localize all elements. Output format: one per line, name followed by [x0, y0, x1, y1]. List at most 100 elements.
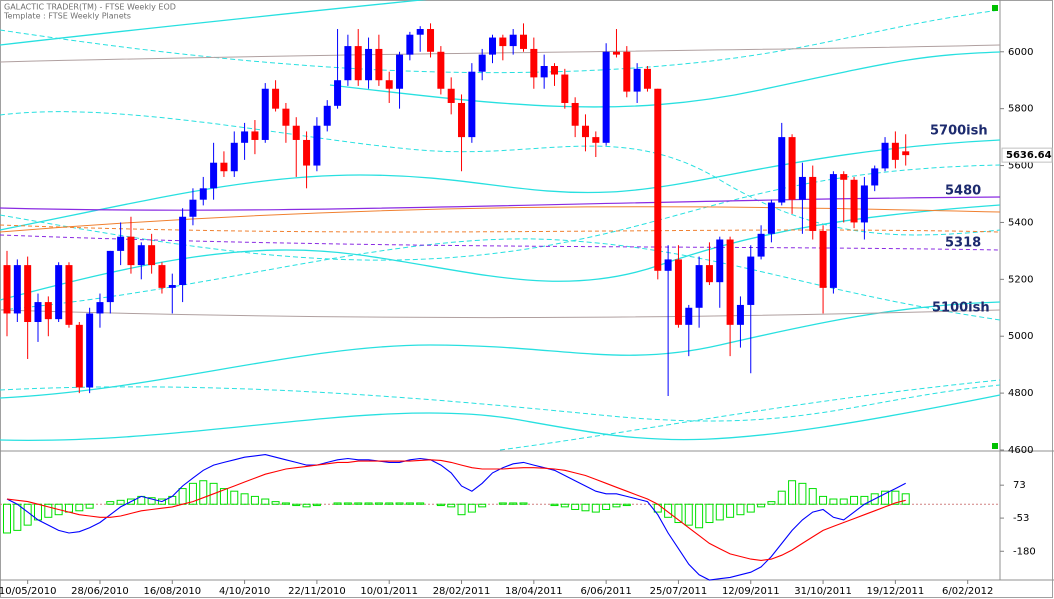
candle-body: [65, 265, 73, 325]
candle-body: [199, 188, 207, 200]
annotation: 5480: [945, 184, 981, 199]
candle-body: [829, 174, 837, 288]
candle-body: [530, 48, 538, 78]
candle-body: [747, 256, 755, 305]
candle-body: [3, 265, 11, 314]
candle-body: [623, 51, 631, 92]
histogram-bar: [416, 502, 425, 505]
candle-body: [695, 265, 703, 308]
candle-body: [643, 68, 651, 89]
histogram-bar: [3, 503, 11, 534]
histogram-bar: [767, 501, 776, 505]
histogram-bar: [106, 501, 115, 505]
x-tick-label: 28/06/2010: [71, 586, 129, 597]
annotation: 5318: [945, 236, 981, 251]
candle-body: [778, 137, 786, 203]
annotation: 5700ish: [930, 124, 988, 139]
candle-body: [106, 250, 114, 303]
histogram-bar: [777, 490, 786, 505]
histogram-bar: [519, 502, 528, 505]
x-tick-label: 12/09/2011: [722, 586, 780, 597]
annotation: 5100ish: [932, 301, 990, 316]
histogram-bar: [312, 503, 321, 507]
candle-body: [581, 125, 589, 138]
last-price-label: 5636.64: [1006, 150, 1052, 161]
candle-body: [86, 313, 94, 388]
histogram-bar: [405, 502, 414, 505]
oscillator-line: [6, 459, 906, 561]
cycle-line: [0, 394, 1001, 441]
histogram-bar: [333, 502, 342, 505]
histogram-bar: [395, 502, 404, 505]
marker: [992, 5, 998, 11]
histogram-bar: [850, 495, 859, 505]
y-tick-label: -53: [1013, 513, 1029, 524]
histogram-bar: [788, 480, 797, 505]
candle-body: [365, 48, 373, 81]
candle-body: [96, 302, 104, 314]
candle-body: [468, 71, 476, 138]
y-tick-label: 5800: [1008, 104, 1033, 115]
planet-lines: [0, 0, 1001, 451]
candle-body: [354, 46, 362, 81]
histogram-bar: [85, 503, 94, 509]
marker: [992, 443, 998, 449]
histogram-bar: [550, 503, 559, 507]
candle-body: [850, 179, 858, 223]
candle-body: [137, 245, 145, 266]
histogram-bar: [44, 503, 53, 518]
cycle-line: [0, 9, 1001, 74]
candle-body: [313, 125, 321, 166]
histogram-bar: [374, 502, 383, 505]
planet-line: [0, 309, 1001, 319]
histogram-bar: [467, 503, 476, 513]
x-tick-label: 25/07/2011: [650, 586, 708, 597]
histogram-bar: [498, 502, 507, 505]
candle-body: [602, 51, 610, 143]
histogram-bar: [746, 503, 755, 513]
y-tick-label: 4600: [1008, 445, 1033, 456]
candle-body: [891, 142, 899, 160]
y-tick-label: 5000: [1008, 331, 1033, 342]
candle-body: [406, 34, 414, 55]
planet-line: [0, 206, 1001, 233]
chart-subtitle: Template : FTSE Weekly Planets: [3, 12, 131, 21]
histogram-bar: [54, 503, 63, 516]
histogram-bar: [684, 503, 693, 526]
candle-body: [633, 68, 641, 92]
candle-body: [509, 34, 517, 47]
candle-body: [189, 199, 197, 217]
histogram-bar: [75, 503, 84, 512]
candle-body: [344, 46, 352, 81]
histogram-bar: [157, 498, 166, 505]
candle-body: [592, 137, 600, 143]
candle-body: [489, 37, 497, 55]
cycle-line: [0, 301, 1001, 399]
histogram-bar: [870, 493, 879, 505]
histogram-bar: [292, 503, 301, 507]
x-tick-label: 10/05/2010: [0, 586, 56, 597]
x-tick-label: 22/11/2010: [288, 586, 346, 597]
histogram-bar: [591, 503, 600, 513]
oscillator-line: [6, 454, 906, 581]
candle-body: [148, 245, 156, 266]
y-tick-label: 6000: [1008, 47, 1033, 58]
candle-body: [809, 176, 817, 231]
histogram-bar: [705, 503, 714, 524]
candle-body: [757, 233, 765, 257]
histogram-bar: [219, 488, 228, 505]
histogram-bar: [302, 503, 311, 508]
candle-body: [282, 108, 290, 126]
candle-body: [674, 259, 682, 325]
histogram-bar: [230, 490, 239, 505]
histogram-bar: [199, 480, 208, 505]
candle-body: [726, 239, 734, 325]
candle-body: [416, 29, 424, 35]
candle-body: [571, 102, 579, 126]
candle-body: [540, 66, 548, 78]
candle-body: [168, 285, 176, 288]
candle-body: [24, 265, 32, 322]
histogram-bar: [147, 497, 156, 505]
